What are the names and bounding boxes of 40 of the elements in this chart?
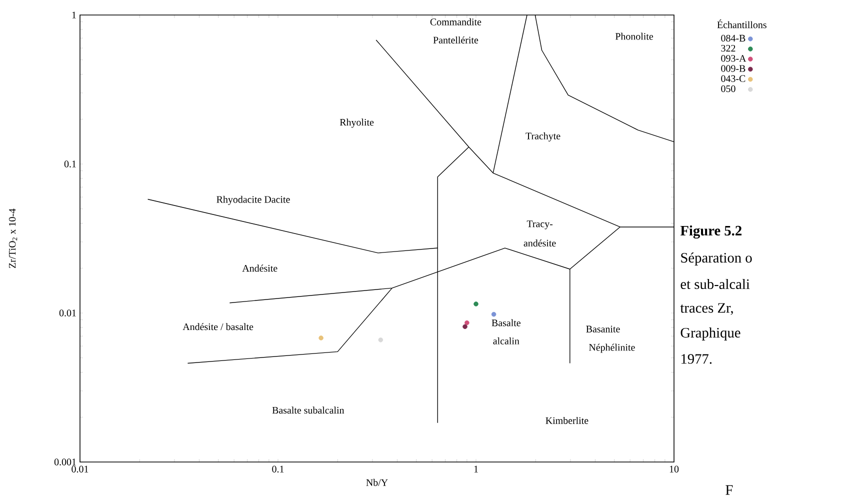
text: et sub-alcali <box>680 278 750 290</box>
y-tick-label: 0.01 <box>59 310 76 316</box>
text: Séparation o <box>681 252 752 266</box>
annotation: andésite <box>524 239 556 247</box>
annotation: Commandite <box>430 18 482 26</box>
x-tick-label: 1 <box>474 466 478 472</box>
annotation: alcalin <box>493 337 520 344</box>
annotation: Andésite / basalte <box>182 323 254 330</box>
legend-label: 093-A <box>721 55 746 62</box>
annotation: Trachyte <box>526 132 560 142</box>
annotation: Tracy- <box>526 220 553 230</box>
x-axis-title: Nb/Y <box>366 478 388 486</box>
x-tick-label: 0.01 <box>72 466 88 473</box>
y-tick-label: 0.1 <box>64 160 76 168</box>
text: Graphique <box>680 327 740 340</box>
text: traces Zr, <box>680 303 733 315</box>
x-tick-label: 0.1 <box>272 466 284 473</box>
legend-label: 043-C <box>721 75 746 82</box>
annotation: Kimberlite <box>546 416 588 424</box>
legend-label: 322 <box>721 44 736 52</box>
annotation: Phonolite <box>615 32 654 40</box>
y-axis-title: Zr/TiO$_{2}$ x 10-4 <box>8 208 18 268</box>
legend-title: Échantillons <box>717 20 766 28</box>
text: 1977. <box>681 354 712 364</box>
annotation: Basalte <box>492 319 520 326</box>
annotation: Basalte subalcalin <box>272 406 344 414</box>
annotation: Rhyolite <box>340 118 374 128</box>
annotation: Basanite <box>586 326 620 332</box>
text: F <box>726 485 733 495</box>
annotation: Pantellérite <box>433 36 478 44</box>
legend-label: 009-B <box>721 65 746 72</box>
x-tick-label: 10 <box>670 466 679 472</box>
annotation: Néphélinite <box>588 344 635 353</box>
caption: Figure 5.2 <box>680 225 742 239</box>
legend-label: 050 <box>721 85 736 92</box>
y-tick-label: 1 <box>72 12 76 18</box>
legend-label: 084-B <box>721 34 746 42</box>
annotation: Andésite <box>242 264 278 272</box>
annotation: Rhyodacite Dacite <box>216 196 290 205</box>
y-tick-label: 0.001 <box>54 458 76 466</box>
